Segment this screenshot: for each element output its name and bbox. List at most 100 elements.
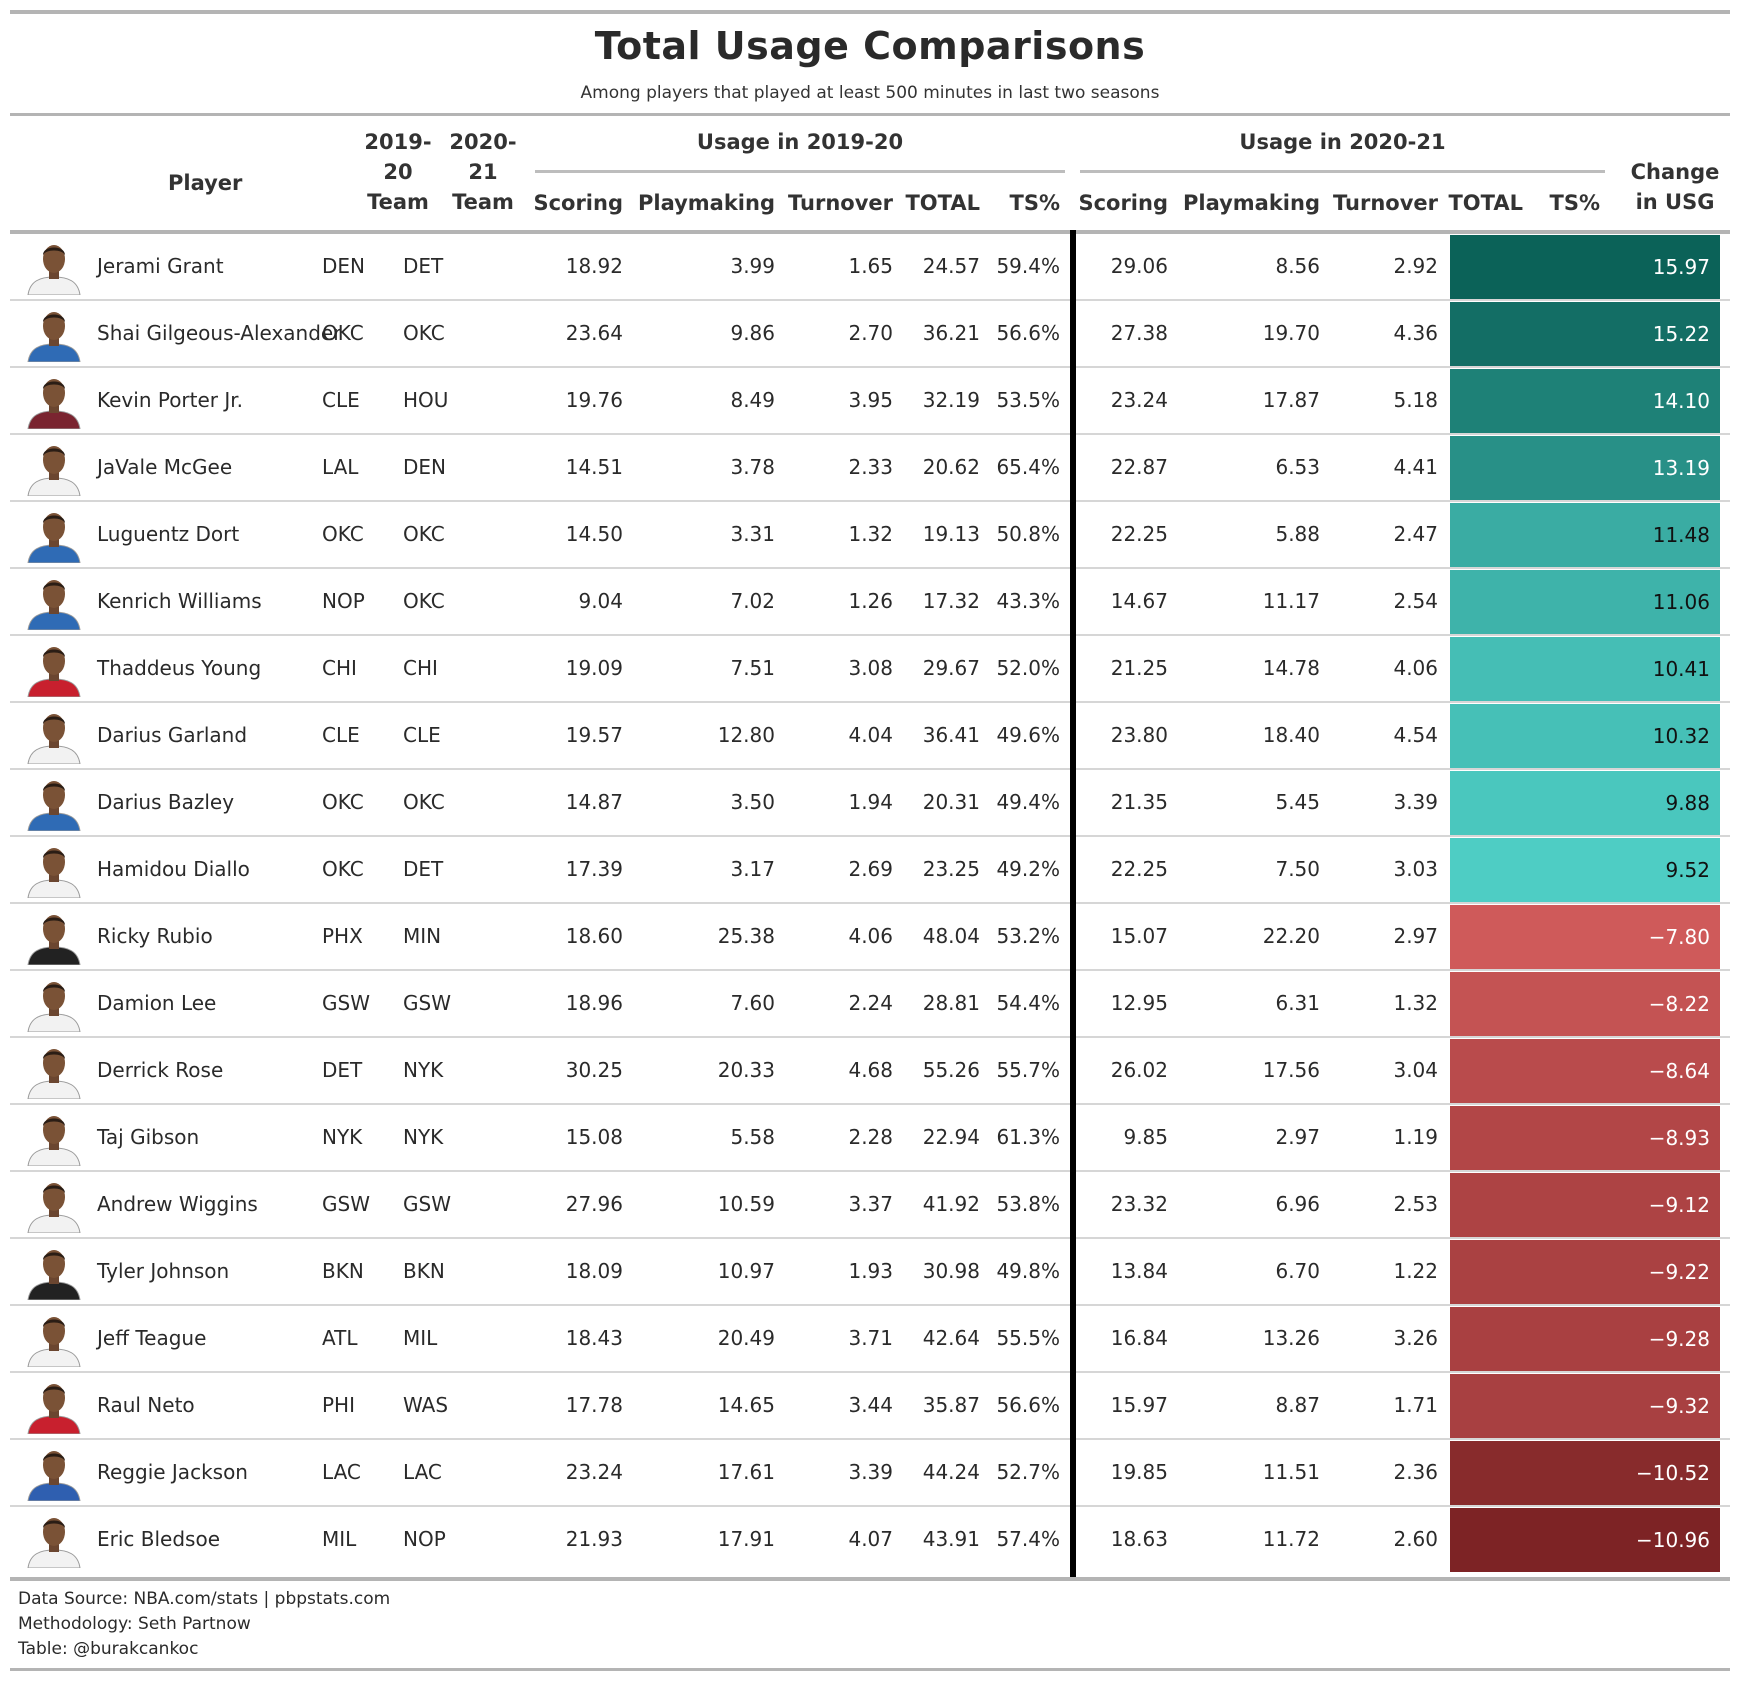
playmaking-1920-cell: 20.49 [717,1326,775,1350]
team-2021-cell: OKC [403,522,445,546]
team-2021-cell: HOU [403,388,449,412]
team-1920-cell: GSW [322,1192,370,1216]
header-rule [10,230,1730,234]
turnover-1920-cell: 2.28 [848,1125,893,1149]
header-ts-1920: TS% [1009,191,1061,215]
player-headshot-icon [27,245,81,295]
table-row: JaVale McGee LAL DEN 14.51 3.78 2.33 20.62 65.4… [10,435,1730,502]
top-rule [10,10,1730,14]
turnover-2021-cell: 3.26 [1393,1326,1438,1350]
turnover-2021-cell: 2.36 [1393,1460,1438,1484]
ts-1920-cell: 49.6% [996,723,1060,747]
table-row: Raul Neto PHI WAS 17.78 14.65 3.44 35.87 56.6% 1… [10,1373,1730,1440]
change-in-usg-cell: 14.10 [1450,369,1720,433]
chart-subtitle: Among players that played at least 500 m… [580,83,1160,103]
ts-1920-cell: 55.5% [996,1326,1060,1350]
scoring-1920-cell: 14.87 [565,790,623,814]
scoring-2021-cell: 22.25 [1110,857,1168,881]
scoring-1920-cell: 18.60 [565,924,623,948]
team-1920-cell: CLE [322,388,360,412]
header-team-2021-line2: 21 [468,160,498,184]
team-1920-cell: OKC [322,321,364,345]
header-team-2021: 2020- 21 Team [443,127,523,217]
team-2021-cell: NYK [403,1058,444,1082]
turnover-1920-cell: 1.65 [848,254,893,278]
table-row: Luguentz Dort OKC OKC 14.50 3.31 1.32 19.13 50.… [10,502,1730,569]
turnover-1920-cell: 3.44 [848,1393,893,1417]
playmaking-1920-cell: 7.02 [730,589,775,613]
group-2021-rule [1080,170,1605,173]
header-team-1920: 2019- 20 Team [358,127,438,217]
header-change: Change in USG [1620,157,1730,217]
scoring-1920-cell: 19.76 [565,388,623,412]
ts-1920-cell: 43.3% [996,589,1060,613]
turnover-1920-cell: 3.39 [848,1460,893,1484]
playmaking-2021-cell: 19.70 [1262,321,1320,345]
header-total-2021: TOTAL [1448,191,1523,215]
team-1920-cell: DEN [322,254,365,278]
end-rule [10,1668,1730,1671]
turnover-2021-cell: 2.97 [1393,924,1438,948]
playmaking-2021-cell: 5.88 [1275,522,1320,546]
team-1920-cell: BKN [322,1259,364,1283]
player-headshot-icon [27,446,81,496]
turnover-1920-cell: 1.93 [848,1259,893,1283]
player-headshot-icon [27,1518,81,1568]
change-in-usg-cell: −8.22 [1450,972,1720,1036]
turnover-1920-cell: 3.95 [848,388,893,412]
group-1920-rule [535,170,1065,173]
scoring-1920-cell: 23.24 [565,1460,623,1484]
player-name-cell: Damion Lee [97,991,217,1015]
playmaking-1920-cell: 3.17 [730,857,775,881]
turnover-2021-cell: 2.47 [1393,522,1438,546]
team-2021-cell: WAS [403,1393,449,1417]
team-2021-cell: CLE [403,723,441,747]
playmaking-2021-cell: 6.70 [1275,1259,1320,1283]
playmaking-1920-cell: 17.61 [717,1460,775,1484]
ts-1920-cell: 53.8% [996,1192,1060,1216]
player-headshot-icon [27,513,81,563]
scoring-2021-cell: 13.84 [1110,1259,1168,1283]
turnover-2021-cell: 1.19 [1393,1125,1438,1149]
scoring-1920-cell: 14.51 [565,455,623,479]
ts-1920-cell: 53.2% [996,924,1060,948]
change-in-usg-cell: 9.88 [1450,771,1720,835]
total-1920-cell: 41.92 [922,1192,980,1216]
playmaking-2021-cell: 11.51 [1262,1460,1320,1484]
scoring-2021-cell: 16.84 [1110,1326,1168,1350]
season-divider [1070,230,1076,1581]
playmaking-2021-cell: 17.87 [1262,388,1320,412]
turnover-2021-cell: 4.54 [1393,723,1438,747]
player-name-cell: Tyler Johnson [97,1259,230,1283]
playmaking-2021-cell: 6.31 [1275,991,1320,1015]
change-in-usg-cell: 13.19 [1450,436,1720,500]
table-row: Hamidou Diallo OKC DET 17.39 3.17 2.69 23.25 49… [10,837,1730,904]
player-name-cell: Kenrich Williams [97,589,262,613]
playmaking-1920-cell: 17.91 [717,1527,775,1551]
turnover-1920-cell: 4.07 [848,1527,893,1551]
ts-1920-cell: 49.2% [996,857,1060,881]
team-1920-cell: OKC [322,857,364,881]
footer-source: Data Source: NBA.com/stats | pbpstats.co… [18,1589,391,1609]
table-body: Jerami Grant DEN DET 18.92 3.99 1.65 24.57 59.4… [10,234,1730,1572]
scoring-1920-cell: 15.08 [565,1125,623,1149]
ts-1920-cell: 57.4% [996,1527,1060,1551]
player-name-cell: Andrew Wiggins [97,1192,258,1216]
scoring-2021-cell: 19.85 [1110,1460,1168,1484]
table-row: Damion Lee GSW GSW 18.96 7.60 2.24 28.81 54.4% 1… [10,971,1730,1038]
change-in-usg-cell: −10.52 [1450,1441,1720,1505]
total-1920-cell: 43.91 [922,1527,980,1551]
player-name-cell: Kevin Porter Jr. [97,388,244,412]
player-name-cell: Jeff Teague [97,1326,207,1350]
scoring-1920-cell: 18.43 [565,1326,623,1350]
scoring-2021-cell: 22.87 [1110,455,1168,479]
header-turnover-1920: Turnover [788,191,893,215]
turnover-2021-cell: 3.03 [1393,857,1438,881]
scoring-2021-cell: 18.63 [1110,1527,1168,1551]
team-2021-cell: OKC [403,589,445,613]
total-1920-cell: 20.62 [922,455,980,479]
ts-1920-cell: 52.7% [996,1460,1060,1484]
header-playmaking-2021: Playmaking [1182,191,1320,215]
subtitle-rule [10,113,1730,116]
playmaking-2021-cell: 14.78 [1262,656,1320,680]
